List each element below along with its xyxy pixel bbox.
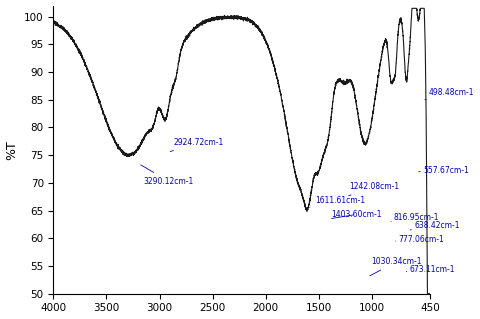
Text: 1030.34cm-1: 1030.34cm-1: [370, 257, 422, 276]
Text: 638.42cm-1: 638.42cm-1: [410, 221, 459, 230]
Text: 1611.61cm-1: 1611.61cm-1: [310, 196, 366, 207]
Text: 816.95cm-1: 816.95cm-1: [391, 213, 439, 222]
Text: 1403.60cm-1: 1403.60cm-1: [331, 210, 382, 219]
Y-axis label: %T: %T: [6, 140, 19, 160]
Text: 1242.08cm-1: 1242.08cm-1: [348, 182, 399, 196]
Text: 777.06cm-1: 777.06cm-1: [396, 235, 444, 244]
Text: 3290.12cm-1: 3290.12cm-1: [141, 165, 194, 186]
Text: 673.11cm-1: 673.11cm-1: [407, 265, 455, 274]
Text: 498.48cm-1: 498.48cm-1: [425, 88, 474, 100]
Text: 557.67cm-1: 557.67cm-1: [419, 166, 469, 174]
Text: 2924.72cm-1: 2924.72cm-1: [170, 138, 224, 152]
